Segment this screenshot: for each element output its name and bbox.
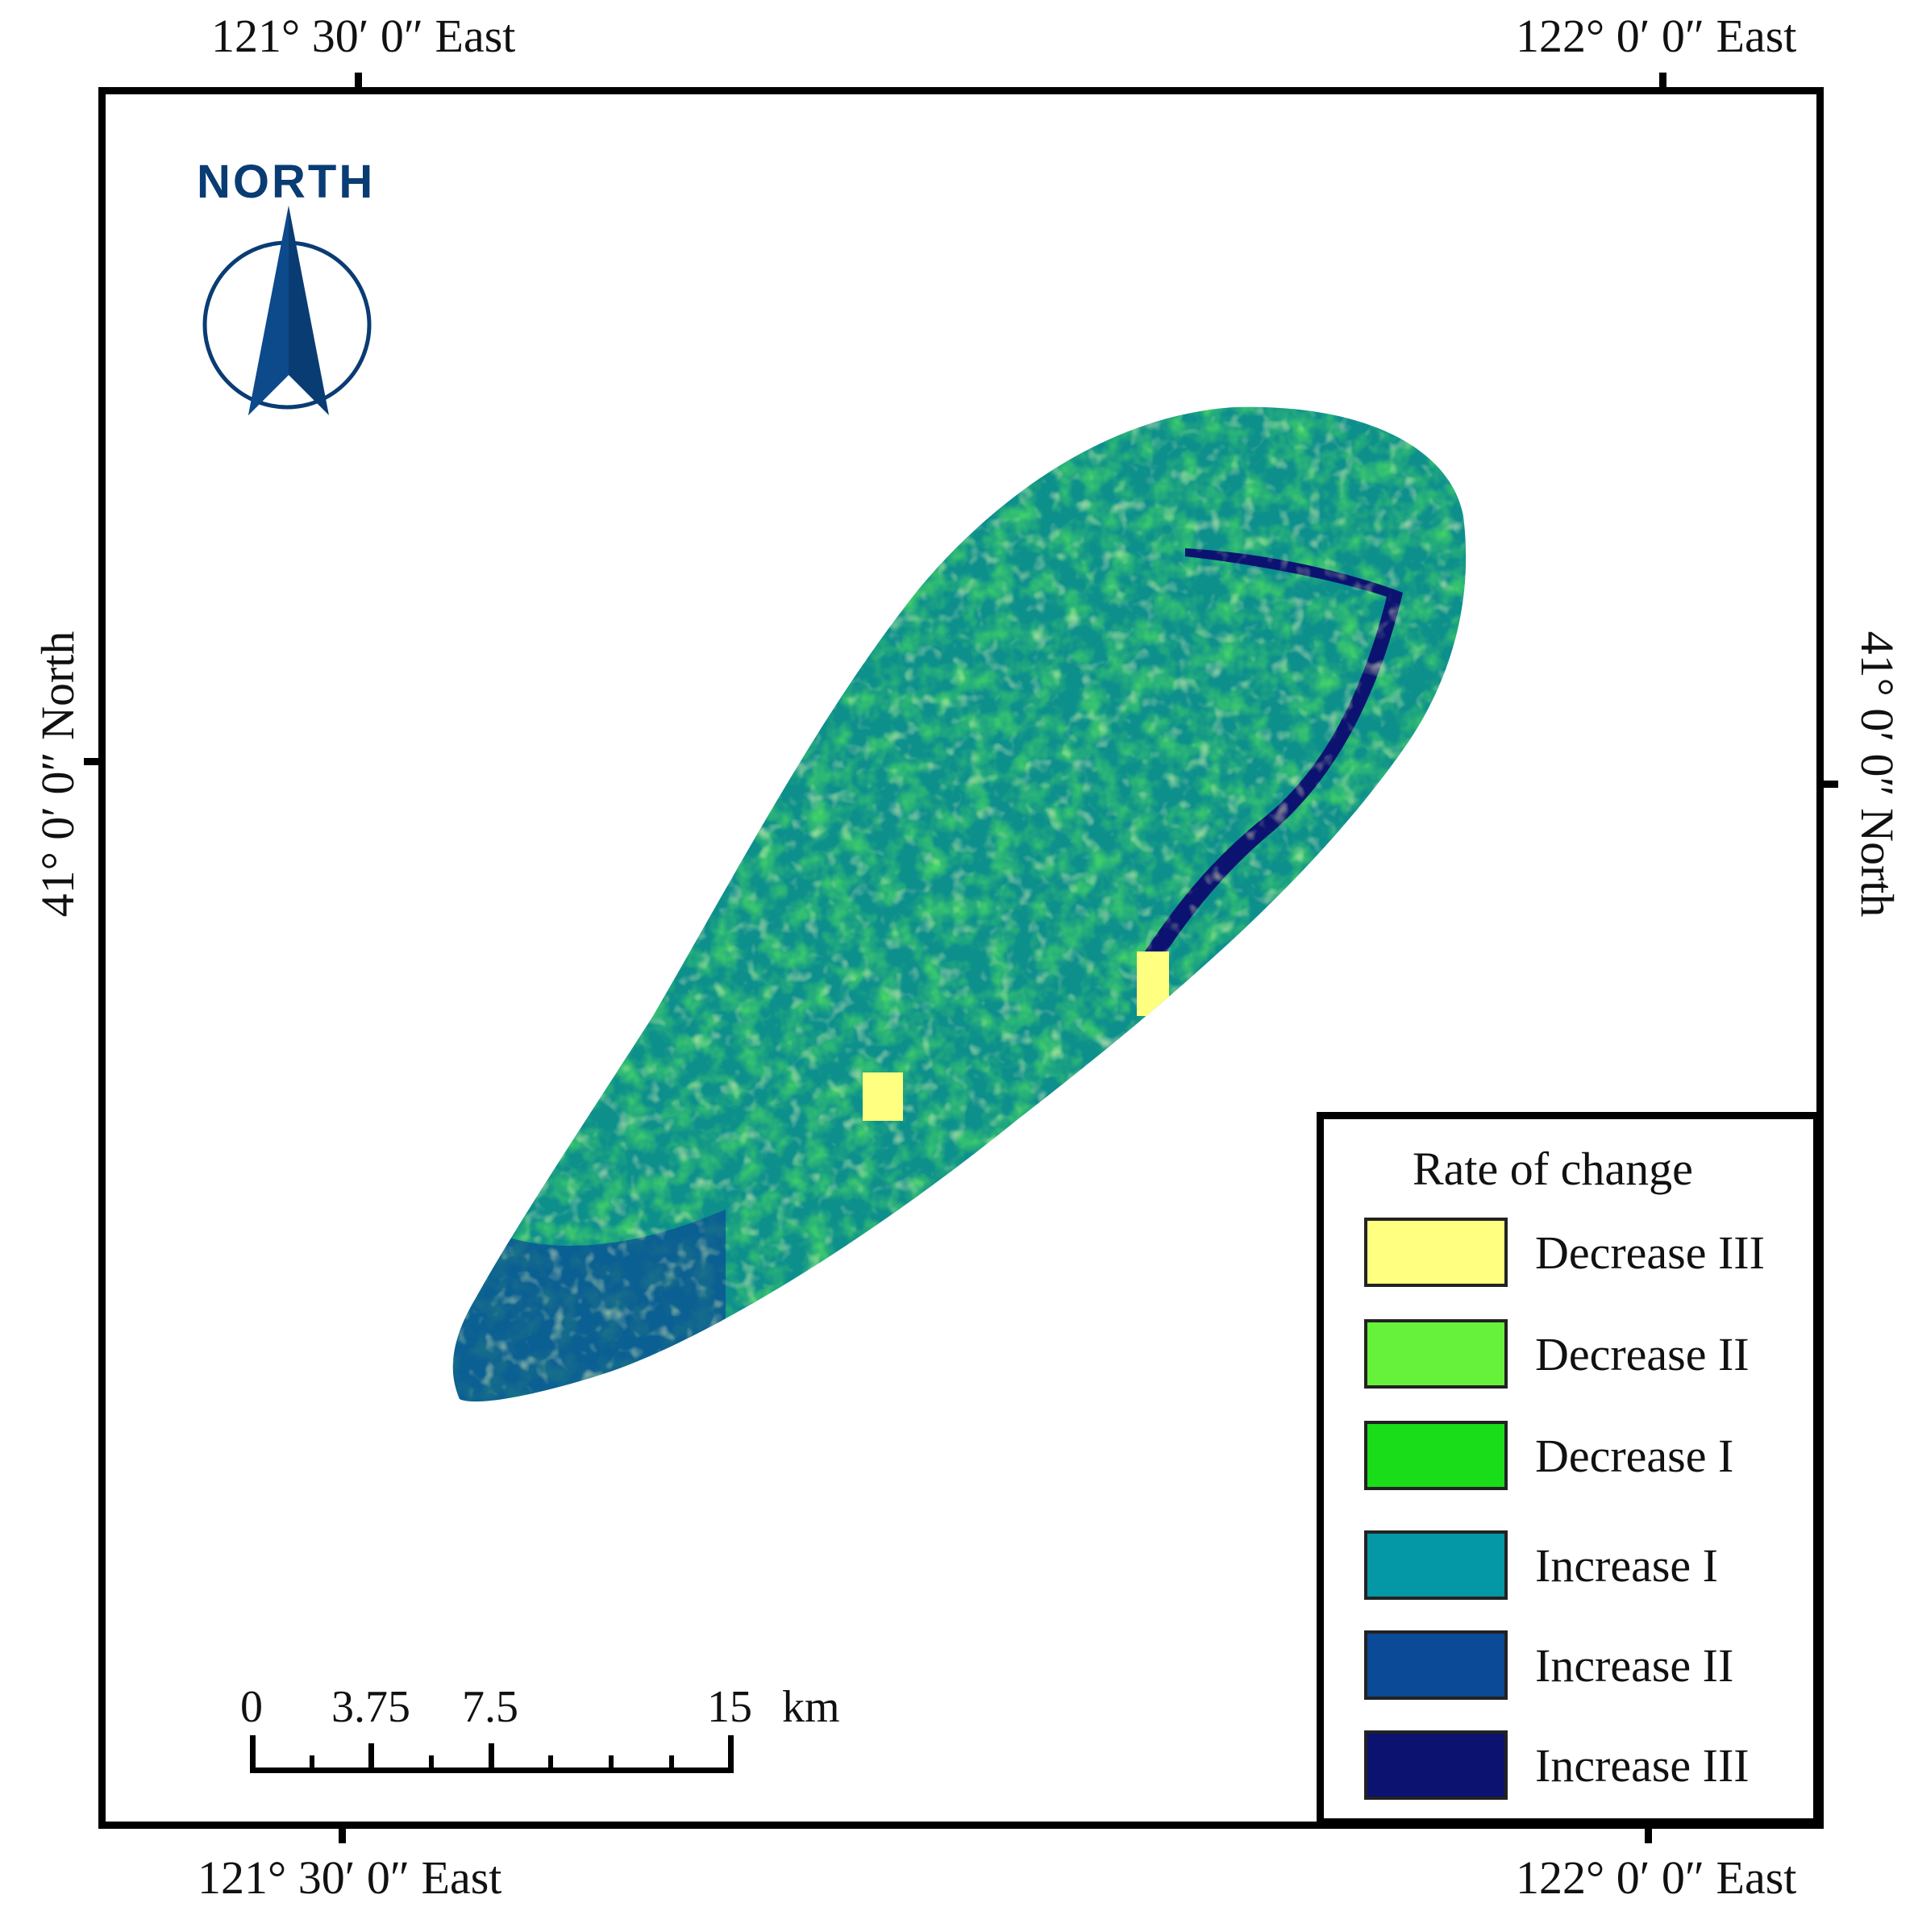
legend-item-decrease-i: Decrease I bbox=[1364, 1421, 1816, 1493]
scale-bar bbox=[250, 1735, 734, 1773]
latitude-label-left: 41° 0′ 0″ North bbox=[31, 631, 84, 918]
scale-label-3-75: 3.75 bbox=[331, 1682, 410, 1732]
map-frame bbox=[98, 87, 1824, 1829]
legend-item-increase-i: Increase I bbox=[1364, 1530, 1816, 1603]
legend-item-increase-iii: Increase III bbox=[1364, 1730, 1816, 1803]
legend-label: Increase I bbox=[1535, 1539, 1718, 1592]
north-arrow-icon bbox=[202, 206, 372, 415]
legend-swatch bbox=[1364, 1530, 1508, 1600]
tick-bottom-right bbox=[1645, 1829, 1652, 1843]
tick-right bbox=[1824, 781, 1838, 788]
legend-label: Increase II bbox=[1535, 1639, 1734, 1692]
legend-swatch bbox=[1364, 1730, 1508, 1800]
legend-label: Decrease I bbox=[1535, 1430, 1734, 1482]
legend-swatch bbox=[1364, 1218, 1508, 1287]
longitude-label-top-left: 121° 30′ 0″ East bbox=[211, 10, 516, 62]
scale-label-0: 0 bbox=[240, 1682, 263, 1732]
latitude-label-right: 41° 0′ 0″ North bbox=[1851, 631, 1904, 918]
legend-label: Decrease II bbox=[1535, 1328, 1750, 1380]
scale-unit: km bbox=[782, 1682, 840, 1732]
longitude-label-bottom-right: 122° 0′ 0″ East bbox=[1516, 1851, 1797, 1904]
tick-bottom-left bbox=[339, 1829, 346, 1843]
legend-item-increase-ii: Increase II bbox=[1364, 1630, 1816, 1703]
tick-top-left bbox=[355, 73, 362, 87]
legend: Rate of change Decrease III Decrease II … bbox=[1317, 1112, 1820, 1826]
scale-label-7-5: 7.5 bbox=[462, 1682, 518, 1732]
legend-swatch bbox=[1364, 1319, 1508, 1389]
longitude-label-bottom-left: 121° 30′ 0″ East bbox=[198, 1851, 502, 1904]
north-label: NORTH bbox=[197, 156, 376, 208]
legend-item-decrease-ii: Decrease II bbox=[1364, 1319, 1816, 1392]
tick-left bbox=[84, 758, 98, 765]
scale-label-15: 15 bbox=[707, 1682, 752, 1732]
tick-top-right bbox=[1659, 73, 1666, 87]
legend-label: Decrease III bbox=[1535, 1226, 1765, 1279]
legend-item-decrease-iii: Decrease III bbox=[1364, 1218, 1816, 1290]
longitude-label-top-right: 122° 0′ 0″ East bbox=[1516, 10, 1797, 62]
legend-swatch bbox=[1364, 1421, 1508, 1490]
legend-label: Increase III bbox=[1535, 1739, 1750, 1792]
legend-swatch bbox=[1364, 1630, 1508, 1700]
legend-title: Rate of change bbox=[1413, 1143, 1693, 1195]
